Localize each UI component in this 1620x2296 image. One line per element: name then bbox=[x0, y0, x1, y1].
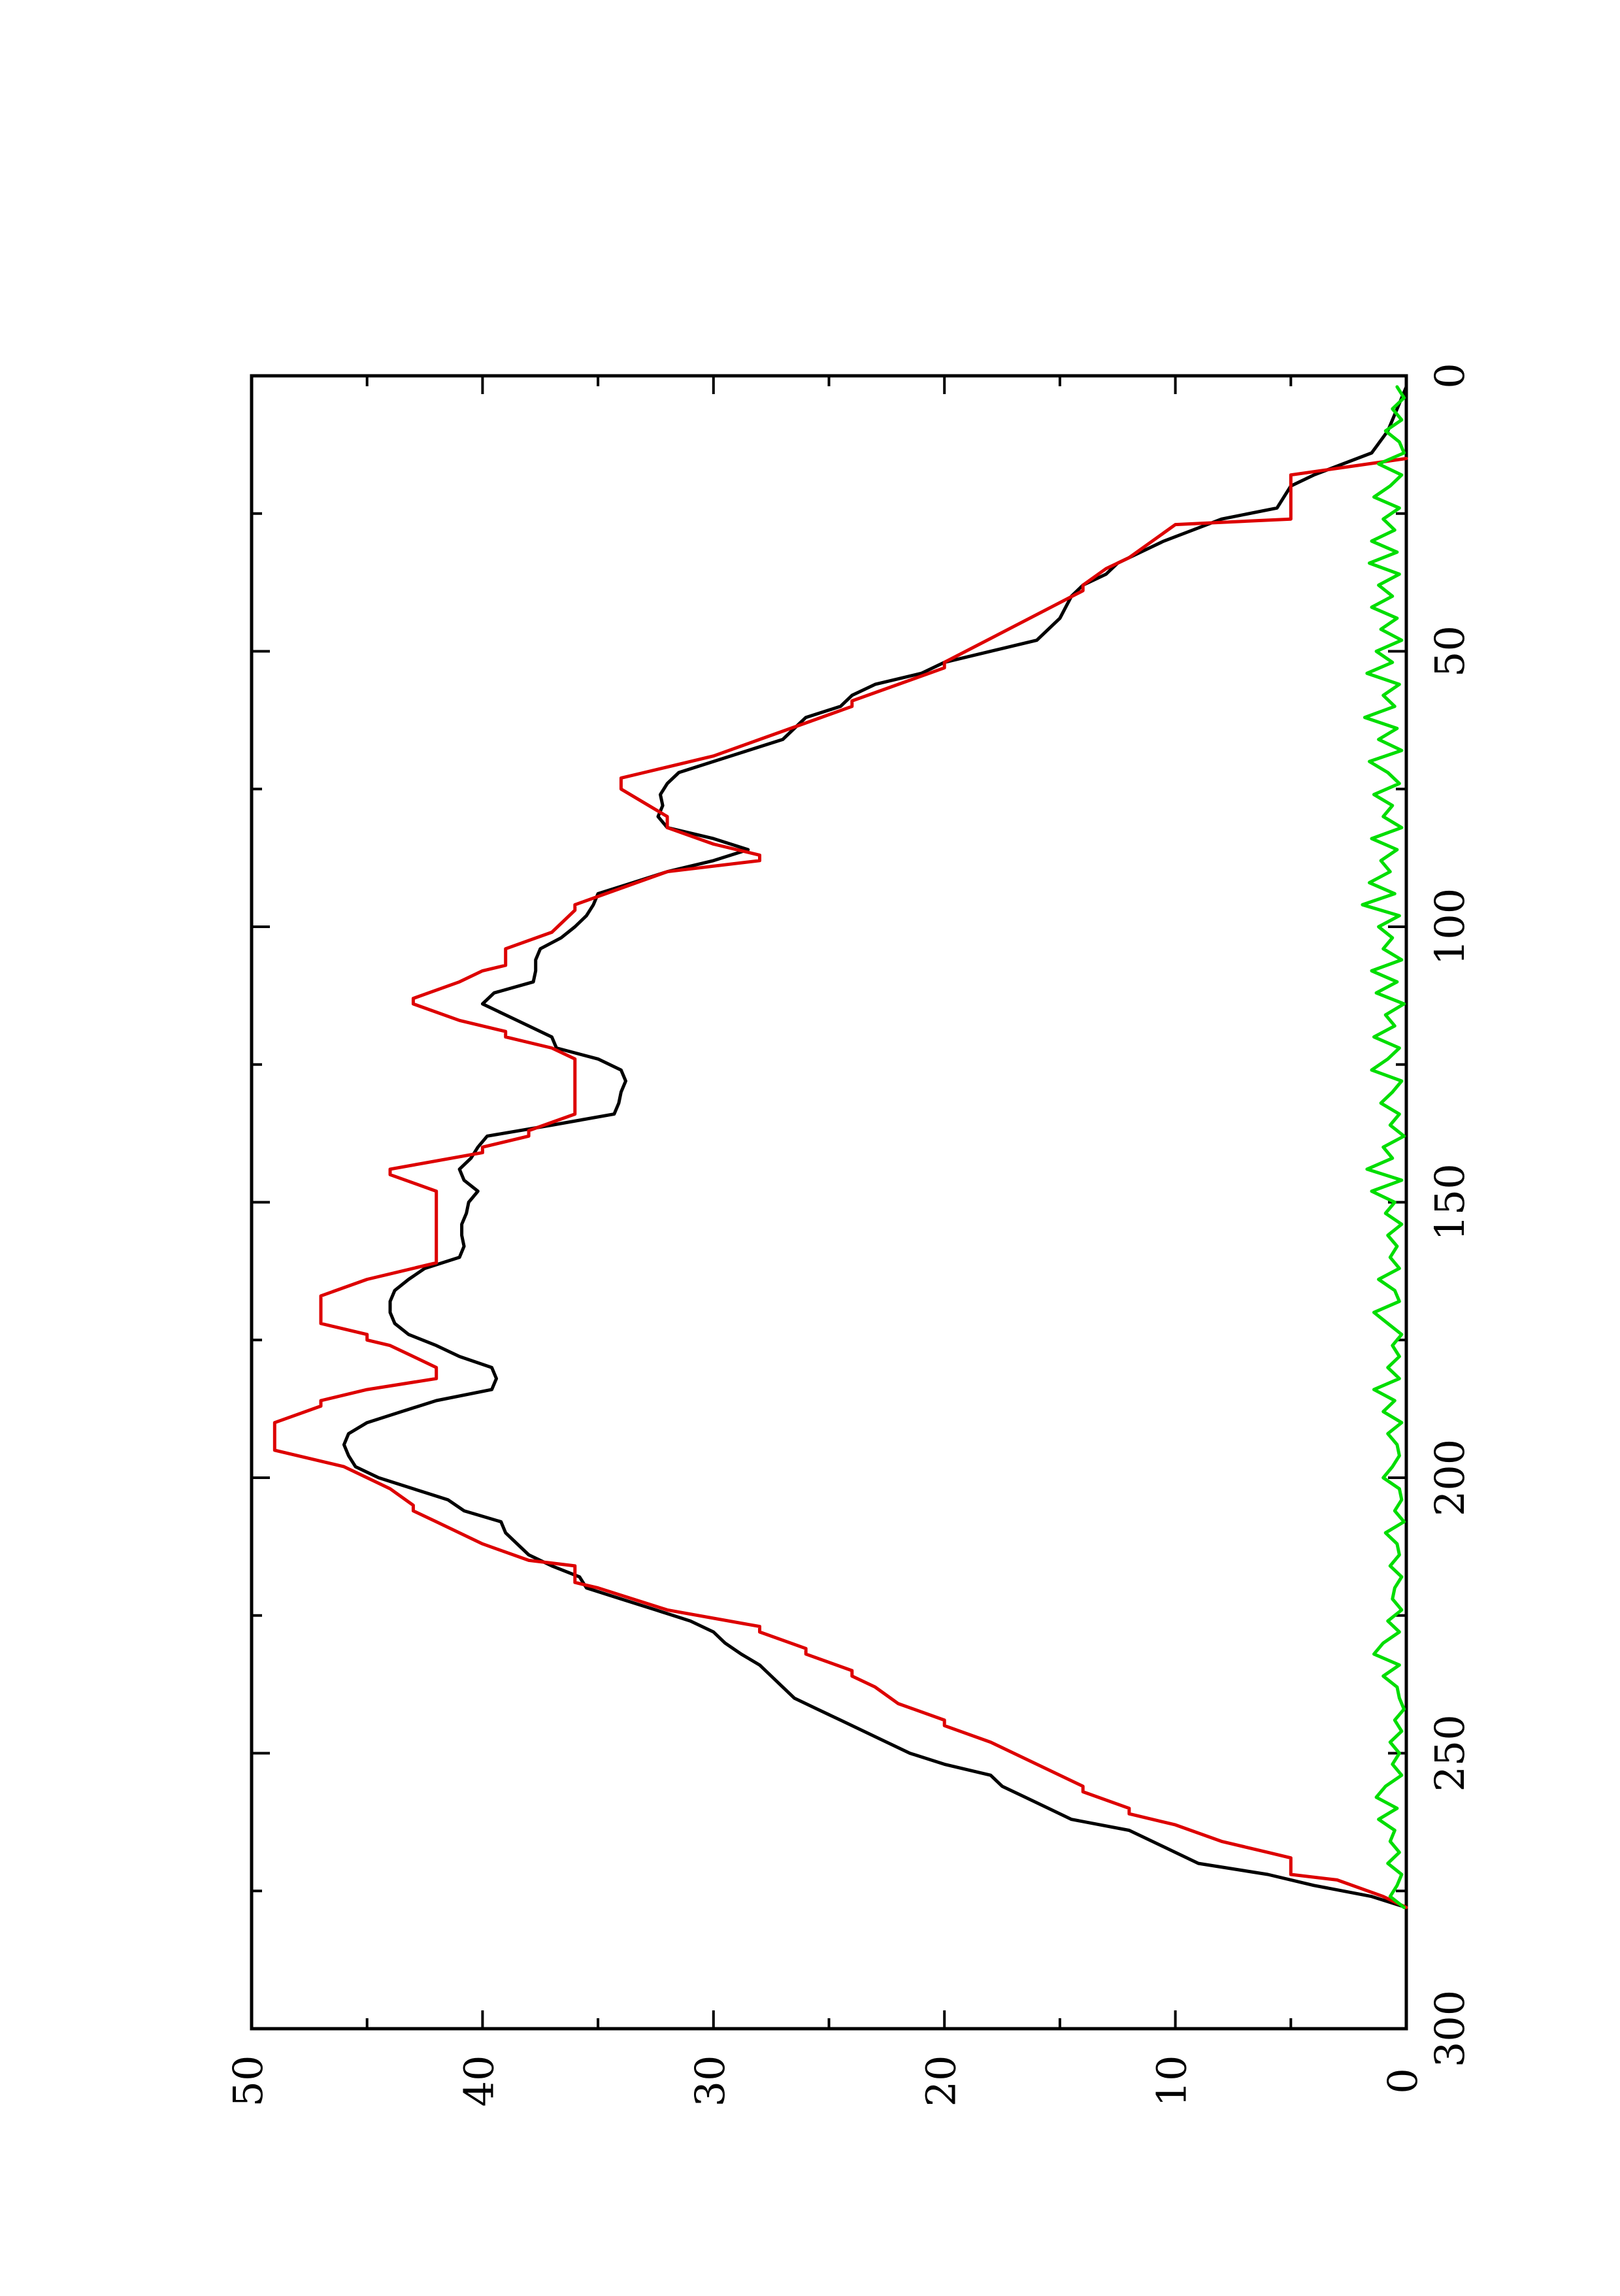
series-lines bbox=[273, 385, 1408, 1909]
series-green-line bbox=[1361, 385, 1406, 1909]
y-tick-label: 50 bbox=[224, 2055, 272, 2107]
x-tick-label: 150 bbox=[1426, 1163, 1474, 1240]
series-red-line bbox=[273, 457, 1408, 1909]
x-tick-label: 0 bbox=[1426, 363, 1474, 388]
y-tick-label: 40 bbox=[455, 2055, 503, 2107]
x-tick-label: 50 bbox=[1426, 625, 1474, 677]
y-tick-label: 30 bbox=[686, 2055, 734, 2107]
x-tick-label: 300 bbox=[1426, 1990, 1474, 2067]
x-tick-label: 250 bbox=[1426, 1714, 1474, 1791]
tick-marks bbox=[250, 374, 1408, 2030]
series-black-line bbox=[342, 385, 1408, 1909]
plot-frame bbox=[250, 374, 1408, 2031]
y-tick-label: 10 bbox=[1148, 2055, 1196, 2107]
x-tick-label: 100 bbox=[1426, 888, 1474, 965]
y-tick-label: 0 bbox=[1379, 2068, 1427, 2093]
x-tick-label: 200 bbox=[1426, 1439, 1474, 1516]
y-tick-label: 20 bbox=[917, 2055, 965, 2107]
